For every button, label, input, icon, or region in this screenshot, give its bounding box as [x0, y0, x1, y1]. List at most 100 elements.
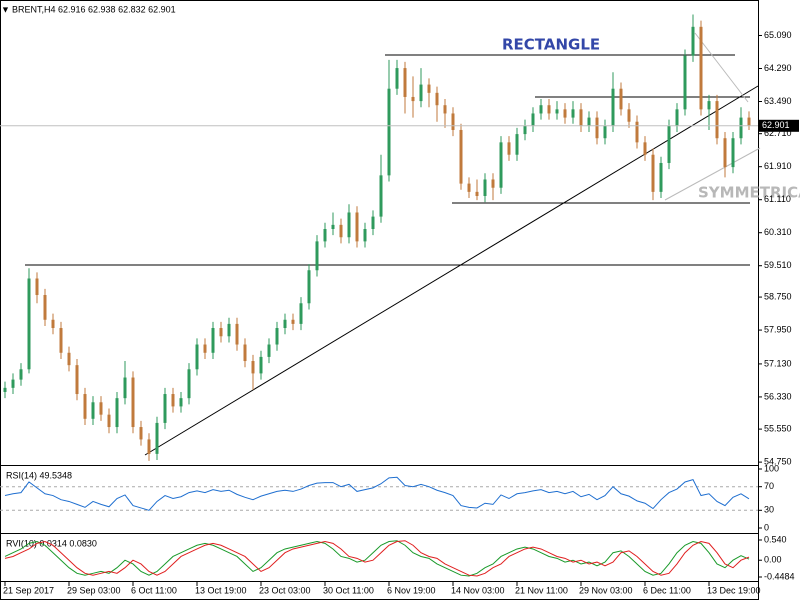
candle-body	[547, 105, 551, 114]
y-tick-label: 0.540	[764, 534, 787, 544]
indicator-line	[4, 540, 750, 577]
y-tick-label: 0	[764, 522, 769, 532]
candle-body	[203, 344, 207, 353]
candle-body	[579, 109, 583, 126]
candle-body	[123, 377, 127, 399]
candle-body	[131, 377, 135, 428]
x-tick-label: 29 Sep 03:00	[67, 585, 121, 595]
candle-body	[499, 142, 503, 188]
x-tick-label: 6 Dec 11:00	[643, 585, 691, 595]
x-tick-label: 13 Oct 19:00	[195, 585, 247, 595]
candle-body	[283, 319, 287, 329]
candle-body	[467, 183, 471, 192]
candle-body	[699, 26, 703, 110]
candle-body	[731, 138, 735, 168]
candle-body	[379, 175, 383, 217]
candle-body	[515, 134, 519, 155]
candle-body	[659, 162, 663, 192]
candle-body	[19, 369, 23, 380]
candle-body	[259, 356, 263, 374]
candle-body	[83, 394, 87, 419]
candle-body	[675, 109, 679, 126]
trendline	[144, 85, 759, 456]
y-tick-label: 61.110	[764, 194, 791, 204]
candle-body	[315, 241, 319, 271]
candle-body	[459, 129, 463, 184]
indicator-line	[4, 540, 750, 577]
candle-body	[355, 212, 359, 242]
candle-body	[571, 109, 575, 118]
candle-body	[363, 228, 367, 242]
y-tick-label: 56.330	[764, 391, 792, 401]
y-tick-label: 63.490	[764, 96, 792, 106]
candle-body	[563, 109, 567, 118]
candle-body	[187, 369, 191, 399]
candle-body	[667, 125, 671, 163]
y-tick-label: 61.910	[764, 161, 792, 171]
y-tick-label: -0.4484	[764, 571, 795, 581]
y-tick-label: 55.550	[764, 423, 792, 433]
x-tick-label: 13 Dec 19:00	[707, 585, 761, 595]
current-price-box	[759, 119, 799, 132]
y-tick-label: 100	[764, 463, 779, 473]
x-tick-label: 30 Oct 11:00	[323, 585, 374, 595]
candle-body	[227, 323, 231, 337]
y-tick-label: 30	[764, 505, 774, 515]
candle-body	[67, 352, 71, 366]
candle-body	[211, 328, 215, 353]
candle-body	[35, 278, 39, 296]
candle-body	[147, 439, 151, 454]
current-price-label: 62.901	[762, 120, 790, 130]
y-tick-label: 57.130	[764, 358, 792, 368]
x-tick-label: 6 Oct 11:00	[131, 585, 177, 595]
candle-body	[91, 402, 95, 419]
candle-body	[435, 92, 439, 106]
candle-body	[691, 26, 695, 56]
candle-body	[523, 125, 527, 135]
y-tick-label: 60.310	[764, 227, 792, 237]
x-tick-label: 21 Nov 11:00	[515, 585, 568, 595]
candle-body	[51, 319, 55, 329]
candle-body	[299, 303, 303, 324]
y-tick-label: 58.750	[764, 291, 792, 301]
candle-body	[683, 55, 687, 110]
candle-body	[163, 394, 167, 423]
candle-body	[291, 319, 295, 324]
candle-body	[323, 228, 327, 242]
candle-body	[219, 328, 223, 337]
candle-body	[451, 113, 455, 130]
candle-body	[307, 270, 311, 304]
indicator-title: RSI(14) 49.5348	[6, 470, 72, 480]
candle-body	[507, 142, 511, 155]
candle-body	[403, 68, 407, 97]
candle-body	[651, 154, 655, 192]
candle-body	[267, 344, 271, 357]
candle-body	[723, 138, 727, 168]
candle-body	[99, 402, 103, 415]
candle-body	[707, 101, 711, 110]
annotation: RECTANGLE	[502, 36, 600, 54]
candle-body	[483, 179, 487, 196]
candle-body	[555, 109, 559, 114]
candle-body	[139, 427, 143, 440]
y-tick-label: 0.00	[764, 555, 782, 565]
candle-body	[11, 379, 15, 388]
y-tick-label: 65.090	[764, 30, 792, 40]
candle-body	[539, 105, 543, 114]
candle-body	[411, 96, 415, 102]
candle-body	[115, 398, 119, 428]
y-tick-label: 57.950	[764, 324, 792, 334]
candle-body	[155, 422, 159, 454]
candle-body	[75, 365, 79, 395]
candle-body	[427, 84, 431, 93]
candle-body	[339, 224, 343, 238]
candle-body	[251, 361, 255, 374]
candle-body	[371, 216, 375, 229]
candle-body	[43, 295, 47, 320]
candle-body	[443, 105, 447, 114]
candle-body	[739, 117, 743, 139]
candle-body	[243, 344, 247, 362]
candle-body	[643, 142, 647, 155]
